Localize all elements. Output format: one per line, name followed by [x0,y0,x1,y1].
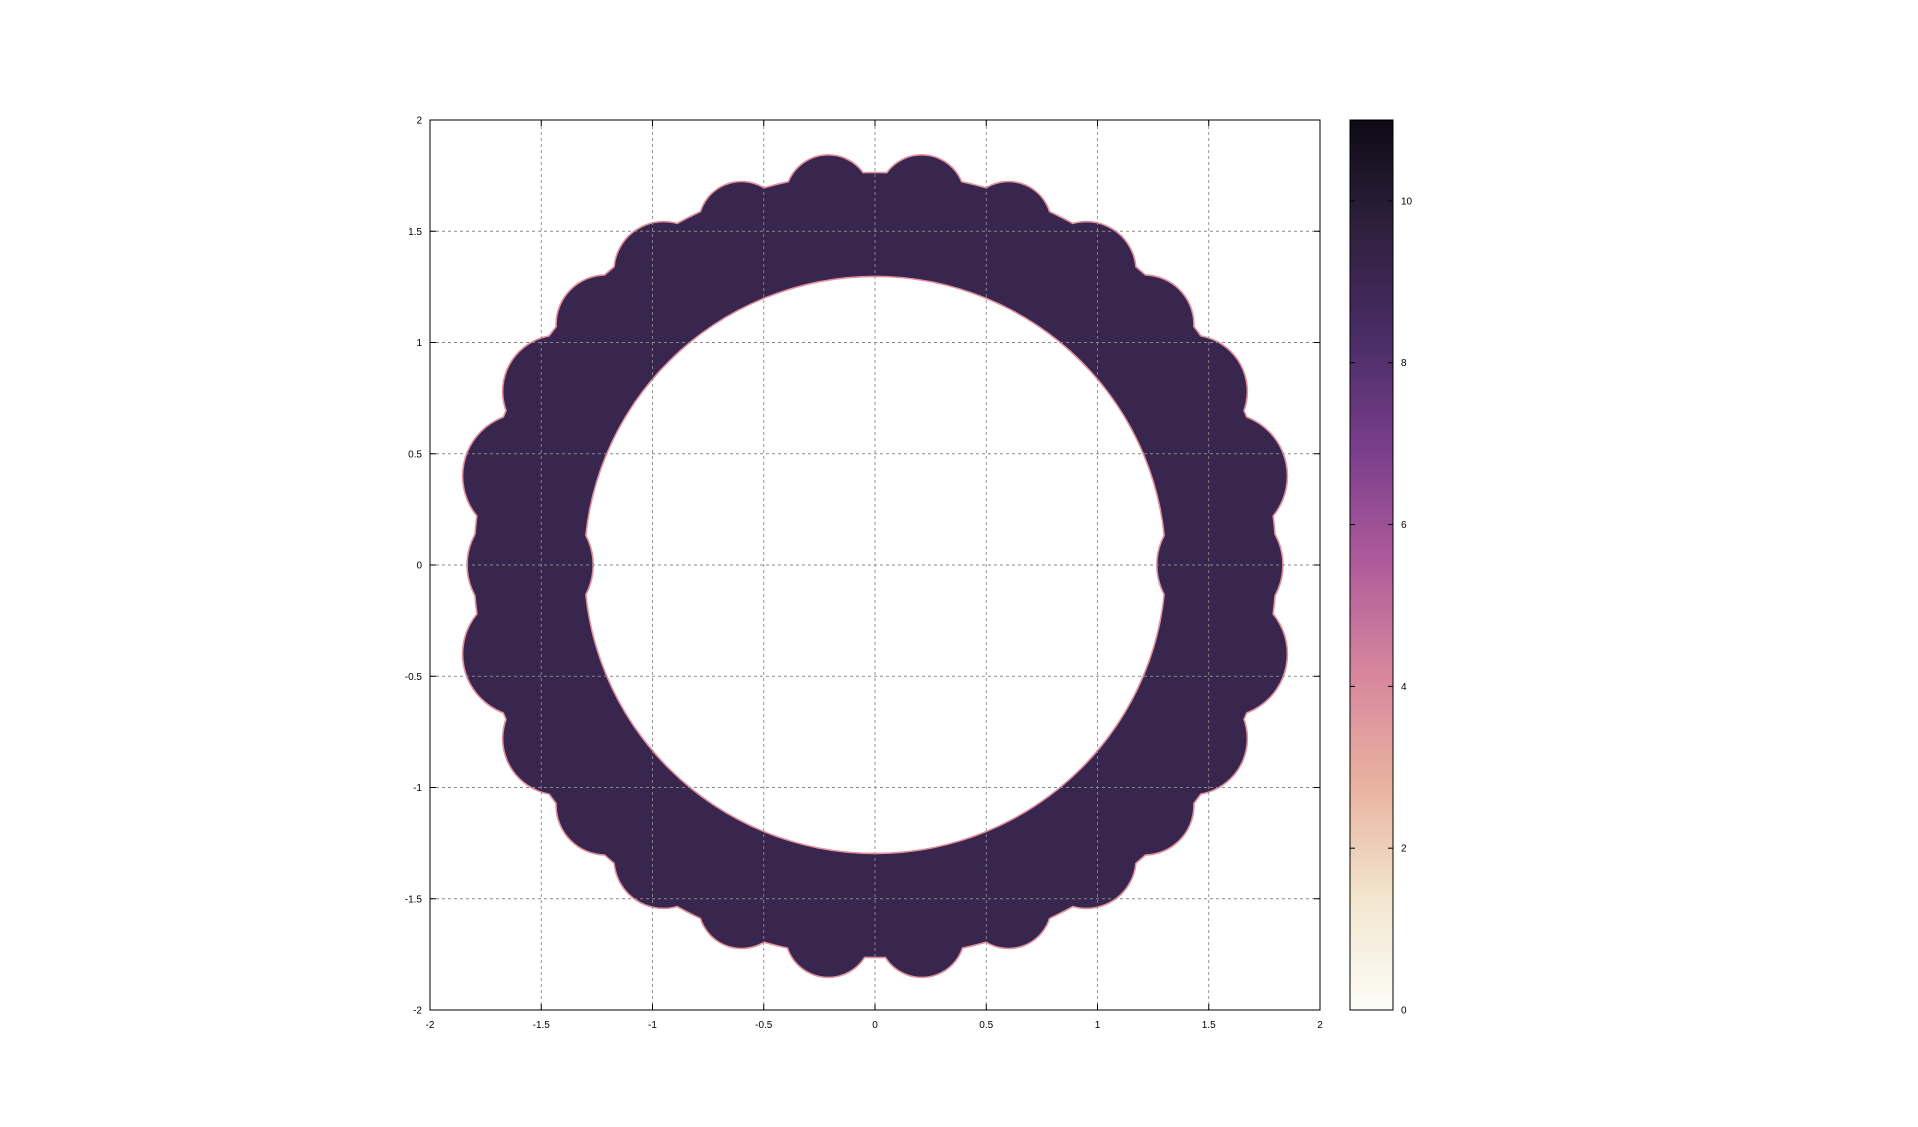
colorbar-ticks: 0 2 4 6 8 10 [1350,196,1413,1017]
disk-23 [966,863,1051,948]
colorbar-tick-label: 10 [1401,196,1413,207]
x-tick-label: -0.5 [755,1020,773,1031]
colorbar: 0 2 4 6 8 10 [1349,119,1413,1017]
y-tick-label: 1.5 [408,227,422,238]
disk-20 [614,809,713,908]
y-tick-label: 0.5 [408,449,422,460]
colorbar-tick-label: 2 [1401,844,1407,855]
x-tick-label: 2 [1317,1020,1323,1031]
disk-2 [699,182,784,267]
disk-21 [1037,809,1136,908]
axis-ticks: -2 -1.5 -1 -0.5 0 0.5 1 1.5 2 -2 -1.5 -1 -0.5 0 0.5 1 1.… [405,116,1323,1032]
x-tick-label: -2 [426,1020,435,1031]
colorbar-tick-label: 4 [1401,682,1407,693]
disk-12 [467,502,593,628]
disk-24 [786,892,871,977]
x-tick-label: -1.5 [533,1020,551,1031]
y-tick-label: -1 [413,783,422,794]
disk-10 [463,413,588,539]
x-tick-label: 1.5 [1202,1020,1216,1031]
y-tick-label: -0.5 [405,672,423,683]
x-tick-label: 1 [1095,1020,1101,1031]
colorbar-tick-label: 8 [1401,358,1407,369]
plot-area: -2 -1.5 -1 -0.5 0 0.5 1 1.5 2 -2 -1.5 -1 -0.5 0 0.5 1 1.… [405,116,1323,1032]
y-tick-label: -1.5 [405,894,423,905]
colorbar-tick-label: 0 [1401,1006,1407,1017]
disk-13 [1157,502,1283,628]
disk-22 [699,863,784,948]
x-tick-label: 0.5 [979,1020,993,1031]
y-tick-label: 1 [416,338,422,349]
disk-3 [966,182,1051,267]
disk-0 [786,155,871,241]
x-tick-label: 0 [872,1020,878,1031]
y-tick-label: 2 [416,116,422,127]
colorbar-tick-label: 6 [1401,520,1407,531]
disk-1 [879,155,964,241]
grid-lines [430,120,1320,1010]
shape-fill-layer [463,155,1287,977]
x-tick-label: -1 [648,1020,657,1031]
y-tick-label: 0 [416,561,422,572]
colorbar-gradient [1349,119,1394,1011]
disk-25 [879,892,964,977]
y-tick-label: -2 [413,1006,422,1017]
disk-11 [1162,413,1287,539]
